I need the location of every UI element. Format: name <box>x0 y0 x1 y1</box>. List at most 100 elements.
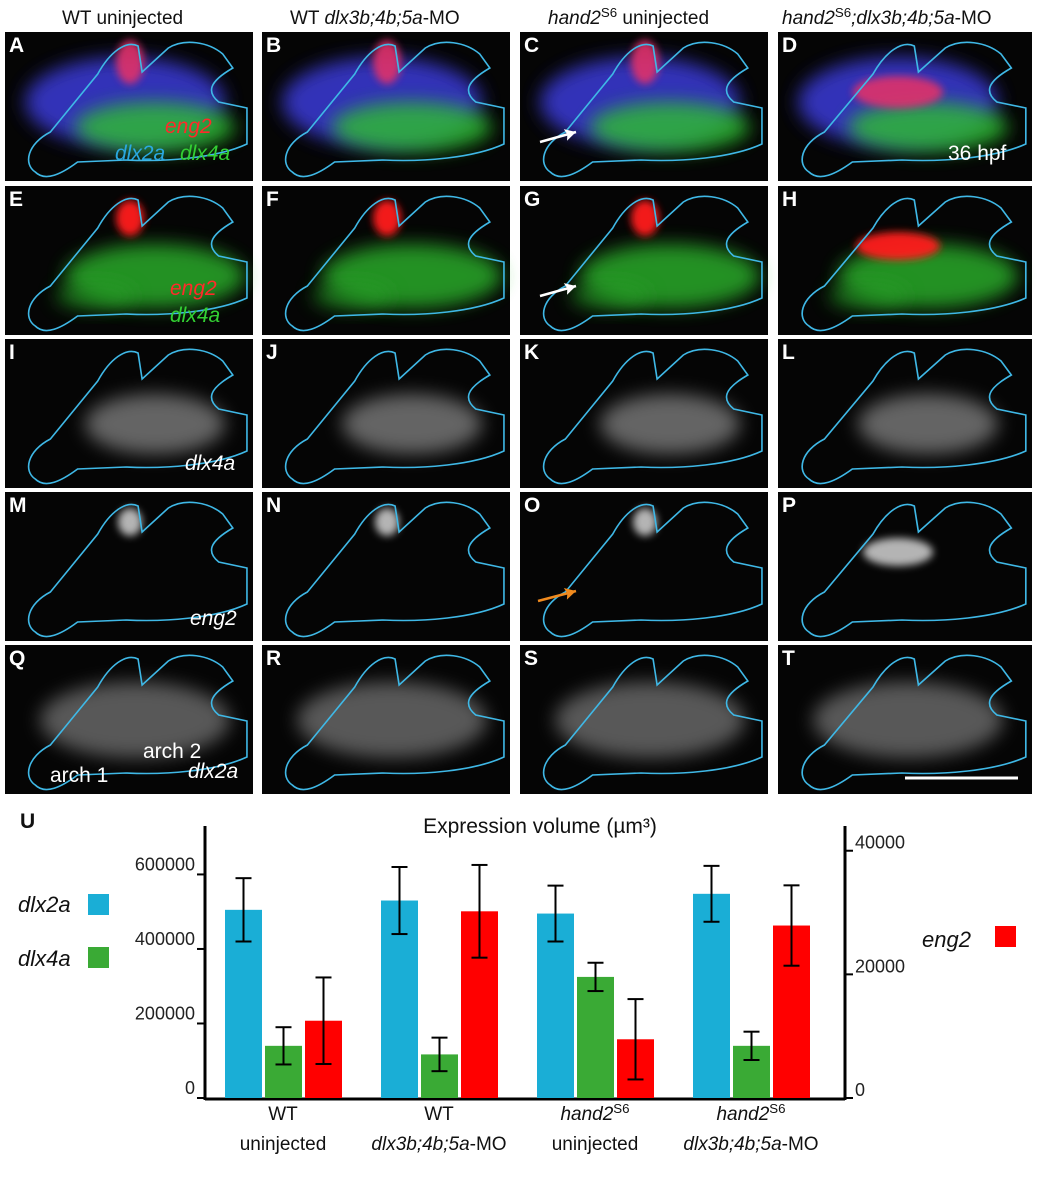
tissue-outline <box>284 348 505 485</box>
tissue-outline <box>801 654 1027 791</box>
column-header: hand2S6;dlx3b;4b;5a-MO <box>782 5 992 30</box>
panel-letter: F <box>266 188 279 211</box>
signal <box>828 282 908 310</box>
image-panel <box>5 339 253 488</box>
panel-label: dlx4a <box>185 452 235 475</box>
signal <box>342 394 482 454</box>
panel-letter: T <box>782 647 795 670</box>
y2-tick-label: 20000 <box>855 956 905 976</box>
tissue-outline <box>542 41 763 178</box>
x-tick-label: dlx3b;4b;5a-MO <box>683 1134 818 1155</box>
panel-letter: S <box>524 647 538 670</box>
image-panel <box>520 645 768 794</box>
tissue-outline <box>27 654 248 791</box>
image-panel <box>520 339 768 488</box>
signal <box>373 200 401 236</box>
panel-label: eng2 <box>190 607 237 630</box>
image-panel <box>262 186 510 335</box>
legend-label: eng2 <box>922 927 971 952</box>
panel-label: eng2 <box>165 115 212 138</box>
text-part: dlx3b;4b;5a <box>683 1134 781 1155</box>
panel-letter: C <box>524 34 539 57</box>
y-tick-label: 400000 <box>135 929 195 949</box>
image-panel <box>778 32 1032 181</box>
panel-label: arch 2 <box>143 740 201 763</box>
panel-letter: I <box>9 341 15 364</box>
column-header: WT uninjected <box>62 8 183 29</box>
panel-letter: U <box>20 810 35 833</box>
panel-letter: Q <box>9 647 25 670</box>
arrowhead <box>563 587 576 600</box>
signal <box>848 102 1008 152</box>
tissue-outline <box>801 41 1027 178</box>
tissue-outline <box>27 195 248 332</box>
signal <box>858 394 998 454</box>
signal <box>297 682 487 758</box>
tissue-outline <box>284 501 505 638</box>
signal <box>75 102 235 152</box>
text-part: -MO <box>423 8 460 29</box>
tissue-outline <box>284 195 505 332</box>
image-panel <box>520 186 768 335</box>
image-panel <box>778 339 1032 488</box>
tissue-outline <box>284 654 505 791</box>
signal <box>631 40 659 84</box>
image-panel <box>262 645 510 794</box>
image-panel <box>778 492 1032 641</box>
legend-swatch <box>995 926 1016 947</box>
text-part: WT uninjected <box>62 8 183 29</box>
column-header: hand2S6 uninjected <box>548 5 709 30</box>
tissue-outline <box>27 501 248 638</box>
tissue-outline <box>27 41 248 178</box>
panel-letter: E <box>9 188 23 211</box>
image-panel <box>520 32 768 181</box>
y2-tick-label: 40000 <box>855 833 905 853</box>
panel-label: dlx2a <box>188 760 238 783</box>
text-part: hand2 <box>716 1104 769 1125</box>
panel-letter: M <box>9 494 27 517</box>
panel-label: 36 hpf <box>948 142 1007 165</box>
x-tick-label: uninjected <box>240 1134 327 1155</box>
text-part: hand2 <box>560 1104 613 1125</box>
signal <box>863 538 933 566</box>
signal <box>116 200 144 236</box>
x-tick-label: dlx3b;4b;5a-MO <box>371 1134 506 1155</box>
text-part: ;dlx3b;4b;5a <box>851 8 955 29</box>
y-tick-label: 200000 <box>135 1003 195 1023</box>
panel-letter: D <box>782 34 797 57</box>
panel-letter: B <box>266 34 281 57</box>
tissue-outline <box>542 501 763 638</box>
text-part: S6 <box>601 5 617 20</box>
signal <box>55 282 135 310</box>
panel-label: dlx4a <box>170 304 220 327</box>
signal <box>856 232 940 260</box>
image-panel <box>262 492 510 641</box>
signal <box>631 200 659 236</box>
y2-tick-label: 0 <box>855 1080 865 1100</box>
text-part: WT <box>290 8 324 29</box>
signal <box>375 508 399 536</box>
legend-label: dlx4a <box>18 946 71 971</box>
signal <box>590 102 750 152</box>
panel-letter: J <box>266 341 278 364</box>
text-part: dlx3b;4b;5a <box>324 8 422 29</box>
tissue-outline <box>801 348 1027 485</box>
signal <box>116 40 144 84</box>
bar <box>537 913 574 1098</box>
chart-title: Expression volume (µm³) <box>423 815 657 838</box>
image-panel <box>262 32 510 181</box>
x-tick-label: WT <box>268 1104 298 1125</box>
signal <box>118 508 142 536</box>
signal <box>312 282 392 310</box>
tissue-outline <box>27 348 248 485</box>
tissue-outline <box>801 195 1027 332</box>
text-part: uninjected <box>552 1134 639 1155</box>
arrowhead <box>563 283 576 295</box>
text-part: WT <box>268 1104 298 1125</box>
signal <box>600 394 740 454</box>
text-part: -MO <box>955 8 992 29</box>
signal <box>332 102 492 152</box>
panel-letter: N <box>266 494 281 517</box>
text-part: -MO <box>470 1134 507 1155</box>
